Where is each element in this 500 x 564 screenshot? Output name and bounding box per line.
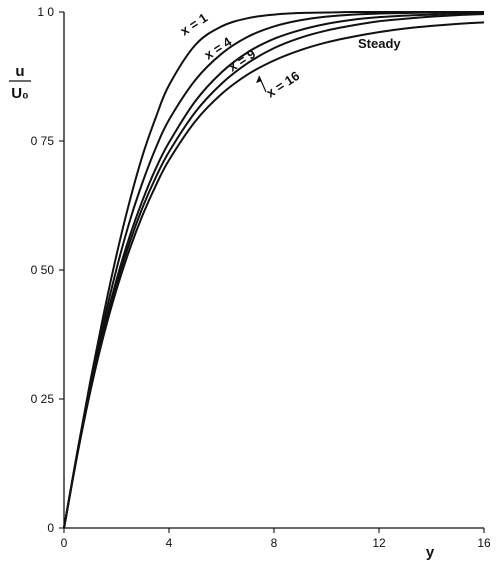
axes: 0 4 8 12 16 0 0 25 0 50 0 75 1 0 bbox=[31, 5, 491, 550]
x-16-pointer-arrowhead bbox=[256, 76, 262, 83]
series-group bbox=[63, 10, 485, 529]
series-line-x-1 bbox=[63, 10, 484, 529]
series-line-steady bbox=[63, 21, 485, 529]
x-tick-label: 8 bbox=[271, 536, 278, 550]
x-tick-label: 12 bbox=[372, 536, 386, 550]
x-tick-label: 16 bbox=[477, 536, 491, 550]
y-axis-label: u U₀ bbox=[9, 63, 31, 102]
y-tick-label: 0 bbox=[47, 521, 54, 535]
y-tick-label: 0 50 bbox=[31, 263, 55, 277]
y-tick-label: 0 25 bbox=[31, 392, 55, 406]
series-line-x-4 bbox=[63, 10, 485, 529]
x-axis-label: y bbox=[426, 544, 435, 561]
curve-label-x-16: x = 16 bbox=[263, 68, 302, 100]
y-tick-label: 0 75 bbox=[31, 134, 55, 148]
curve-label-steady: Steady bbox=[358, 36, 401, 51]
y-axis-label-numerator: u bbox=[15, 63, 24, 80]
y-axis-label-denominator: U₀ bbox=[11, 85, 29, 102]
y-tick-label: 1 0 bbox=[37, 5, 54, 19]
curve-label-x-1: x = 1 bbox=[177, 10, 210, 39]
x-tick-label: 0 bbox=[61, 536, 68, 550]
x-tick-label: 4 bbox=[166, 536, 173, 550]
